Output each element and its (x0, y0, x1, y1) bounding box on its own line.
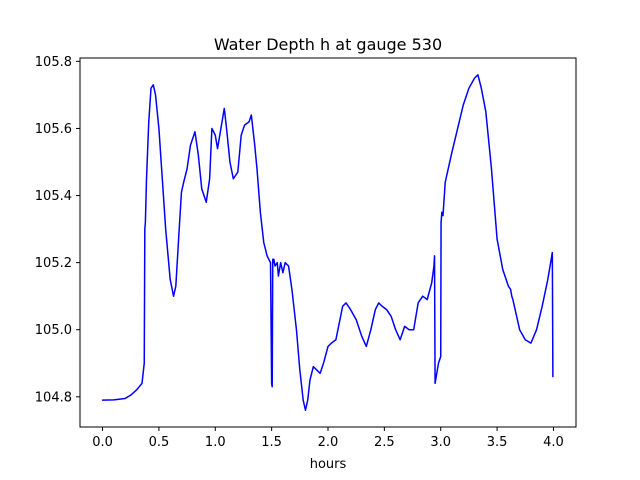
y-tick-label: 105.2 (35, 256, 72, 271)
axes-frame (79, 57, 577, 428)
x-tick-label: 0.5 (149, 435, 170, 450)
x-tick-label: 2.0 (318, 435, 339, 450)
x-tick-label: 2.5 (374, 435, 395, 450)
x-tick-label: 1.5 (261, 435, 282, 450)
y-tick-label: 104.8 (35, 390, 72, 405)
y-tick-label: 105.8 (35, 55, 72, 70)
y-tick-label: 105.0 (35, 323, 72, 338)
y-tick-label: 105.6 (35, 122, 72, 137)
x-tick-label: 1.0 (205, 435, 226, 450)
x-tick-label: 4.0 (543, 435, 564, 450)
y-tick-label: 105.4 (35, 189, 72, 204)
x-tick-label: 3.0 (430, 435, 451, 450)
x-axis-label: hours (310, 457, 347, 472)
x-tick-label: 3.5 (487, 435, 508, 450)
x-tick-label: 0.0 (92, 435, 113, 450)
plot-area: 0.0 0.5 1.0 1.5 2.0 2.5 3.0 3.5 4.0 104.8 105.0 105… (35, 55, 577, 450)
chart-title: Water Depth h at gauge 530 (214, 35, 442, 54)
data-line-series-0 (101, 74, 554, 411)
